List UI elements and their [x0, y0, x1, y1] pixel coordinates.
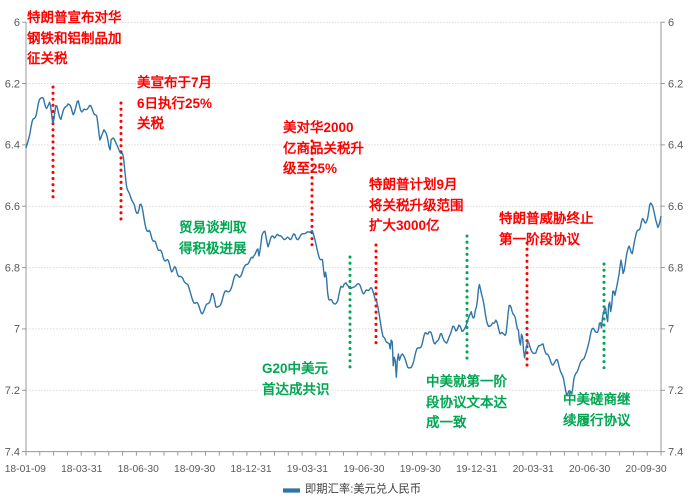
svg-text:20-03-31: 20-03-31 — [513, 464, 554, 475]
svg-text:6.6: 6.6 — [5, 201, 20, 213]
svg-text:6.8: 6.8 — [668, 262, 683, 274]
svg-text:7: 7 — [14, 324, 20, 336]
svg-text:19-03-31: 19-03-31 — [287, 464, 328, 475]
svg-text:6.8: 6.8 — [5, 262, 20, 274]
svg-text:7.4: 7.4 — [668, 446, 683, 458]
svg-text:18-12-31: 18-12-31 — [230, 464, 271, 475]
svg-text:18-09-30: 18-09-30 — [174, 464, 215, 475]
svg-text:即期汇率:美元兑人民币: 即期汇率:美元兑人民币 — [305, 482, 421, 496]
svg-text:6.2: 6.2 — [5, 78, 20, 90]
svg-text:6.2: 6.2 — [668, 78, 683, 90]
svg-text:7: 7 — [668, 324, 674, 336]
svg-text:7.2: 7.2 — [5, 385, 20, 397]
svg-text:20-06-30: 20-06-30 — [569, 464, 610, 475]
svg-text:7.4: 7.4 — [5, 446, 20, 458]
svg-text:19-09-30: 19-09-30 — [400, 464, 441, 475]
svg-text:6: 6 — [668, 17, 674, 29]
svg-text:18-06-30: 18-06-30 — [118, 464, 159, 475]
svg-text:7.2: 7.2 — [668, 385, 683, 397]
svg-text:6: 6 — [14, 17, 20, 29]
svg-text:6.6: 6.6 — [668, 201, 683, 213]
svg-text:19-06-30: 19-06-30 — [343, 464, 384, 475]
svg-text:6.4: 6.4 — [5, 140, 20, 152]
svg-text:20-09-30: 20-09-30 — [625, 464, 666, 475]
svg-text:19-12-31: 19-12-31 — [456, 464, 497, 475]
svg-text:18-01-09: 18-01-09 — [5, 464, 46, 475]
svg-text:18-03-31: 18-03-31 — [61, 464, 102, 475]
svg-text:6.4: 6.4 — [668, 140, 683, 152]
